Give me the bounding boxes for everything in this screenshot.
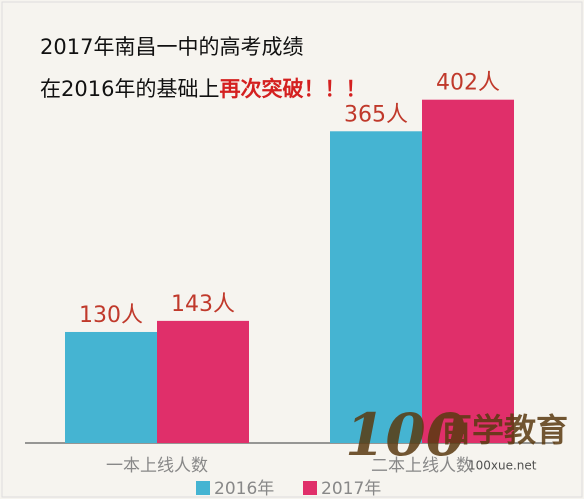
legend-label: 2017年 [321, 479, 381, 499]
bar [157, 320, 249, 443]
legend-label: 2016年 [214, 479, 274, 499]
subtitle-text: 在2016年的基础上 [40, 77, 219, 101]
legend-swatch [303, 481, 317, 495]
value-label: 130人 [79, 303, 143, 328]
watermark: 100 百学教育 100xue.net [345, 401, 568, 473]
chart-subtitle: 在2016年的基础上再次突破！！！ [40, 77, 366, 101]
chart-title: 2017年南昌一中的高考成绩 [40, 35, 303, 59]
subtitle-emphasis: 再次突破！！！ [219, 77, 366, 101]
watermark-number: 100 [345, 401, 466, 469]
bars [65, 99, 514, 444]
value-label: 365人 [344, 102, 408, 127]
value-label: 402人 [436, 71, 500, 96]
bar [65, 331, 157, 443]
x-tick-label: 二本上线人数 [371, 456, 473, 476]
legend-swatch [196, 481, 210, 495]
value-label: 143人 [171, 292, 235, 317]
watermark-text: 百学教育 [440, 411, 568, 449]
bar [330, 131, 422, 444]
x-tick-label: 一本上线人数 [106, 456, 208, 476]
bar [422, 99, 514, 443]
watermark-url: 100xue.net [468, 459, 537, 473]
